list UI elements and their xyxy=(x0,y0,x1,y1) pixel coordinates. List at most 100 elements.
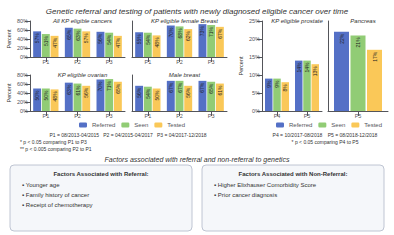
svg-text:71%: 71% xyxy=(208,27,214,38)
svg-text:63%: 63% xyxy=(66,84,72,95)
svg-text:63%: 63% xyxy=(75,30,81,41)
svg-text:80%: 80% xyxy=(17,18,28,24)
svg-text:20%: 20% xyxy=(17,99,28,105)
svg-text:60%: 60% xyxy=(17,27,28,33)
svg-text:65%: 65% xyxy=(208,83,214,94)
svg-text:Genetic referral and testing o: Genetic referral and testing of patients… xyxy=(46,7,349,16)
svg-text:55%: 55% xyxy=(136,34,142,45)
svg-text:Percent: Percent xyxy=(238,56,244,75)
svg-text:Male breast: Male breast xyxy=(169,72,201,78)
svg-text:P2: P2 xyxy=(176,59,183,65)
svg-text:20%: 20% xyxy=(249,36,260,42)
svg-text:Referred: Referred xyxy=(92,122,115,128)
svg-text:P1: P1 xyxy=(144,113,151,119)
svg-text:9%: 9% xyxy=(266,80,272,88)
svg-text:70%: 70% xyxy=(168,27,174,38)
svg-text:67%: 67% xyxy=(217,28,223,39)
svg-text:56%: 56% xyxy=(83,87,89,98)
svg-text:P4 = 10/2017-08/2018 P5 = 0: P4 = 10/2017-08/2018 P5 = 08/2018-12/201… xyxy=(273,132,378,138)
svg-text:14%: 14% xyxy=(296,62,302,73)
svg-text:P1: P1 xyxy=(42,113,49,119)
svg-text:P1: P1 xyxy=(42,59,49,65)
svg-text:71%: 71% xyxy=(106,81,112,92)
svg-text:21%: 21% xyxy=(355,37,361,48)
svg-text:P4: P4 xyxy=(274,113,281,119)
svg-text:▪ Younger age: ▪ Younger age xyxy=(22,182,60,188)
svg-text:P2: P2 xyxy=(74,113,81,119)
svg-text:0%: 0% xyxy=(20,54,28,60)
svg-text:P1: P1 xyxy=(144,59,151,65)
svg-text:Percent: Percent xyxy=(6,29,12,48)
svg-text:** p < 0.005 comparing P2 to P: ** p < 0.005 comparing P2 to P1 xyxy=(20,146,92,152)
svg-text:Referred: Referred xyxy=(289,122,312,128)
svg-text:25%: 25% xyxy=(249,18,260,24)
svg-text:Percent: Percent xyxy=(6,83,12,102)
svg-text:15%: 15% xyxy=(249,54,260,60)
svg-text:54%: 54% xyxy=(145,88,151,99)
svg-text:All KP eligible cancers: All KP eligible cancers xyxy=(52,18,112,24)
svg-text:Factors Associated with Referr: Factors Associated with Referral: xyxy=(53,171,148,177)
svg-text:P5: P5 xyxy=(355,113,362,119)
svg-text:56%: 56% xyxy=(136,87,142,98)
svg-text:47%: 47% xyxy=(52,37,58,48)
svg-text:57%: 57% xyxy=(83,33,89,44)
svg-text:▪ Receipt of chemotherapy: ▪ Receipt of chemotherapy xyxy=(22,202,93,208)
svg-text:61%: 61% xyxy=(75,85,81,96)
svg-text:P3: P3 xyxy=(208,113,215,119)
svg-text:KP eligible prostate: KP eligible prostate xyxy=(271,18,323,24)
svg-text:67%: 67% xyxy=(199,82,205,93)
svg-text:54%: 54% xyxy=(145,34,151,45)
svg-text:KP eligible female Breast: KP eligible female Breast xyxy=(151,18,218,24)
svg-text:80%: 80% xyxy=(17,72,28,78)
svg-text:P3: P3 xyxy=(106,113,113,119)
svg-text:48%: 48% xyxy=(154,37,160,48)
svg-text:50%: 50% xyxy=(34,90,40,101)
svg-text:0%: 0% xyxy=(252,108,260,114)
svg-text:51%: 51% xyxy=(43,36,49,47)
svg-text:P2: P2 xyxy=(74,59,81,65)
svg-text:73%: 73% xyxy=(199,26,205,37)
svg-text:65%: 65% xyxy=(115,83,121,94)
svg-text:P3: P3 xyxy=(208,59,215,65)
svg-text:65%: 65% xyxy=(66,29,72,40)
svg-text:P3: P3 xyxy=(106,59,113,65)
svg-text:9%: 9% xyxy=(274,80,280,88)
svg-text:* p < 0.05 comparing P1 to P3: * p < 0.05 comparing P1 to P3 xyxy=(20,139,87,145)
svg-text:5%: 5% xyxy=(252,90,260,96)
svg-text:56%: 56% xyxy=(185,87,191,98)
svg-text:▪ Family history of cancer: ▪ Family history of cancer xyxy=(22,192,89,198)
svg-text:Tested: Tested xyxy=(364,122,382,128)
svg-text:70%: 70% xyxy=(97,81,103,92)
svg-text:17%: 17% xyxy=(372,51,378,62)
svg-text:14%: 14% xyxy=(304,62,310,73)
svg-text:Seen: Seen xyxy=(331,122,345,128)
svg-text:20%: 20% xyxy=(17,45,28,51)
svg-text:61%: 61% xyxy=(217,85,223,96)
svg-text:10%: 10% xyxy=(249,72,260,78)
svg-text:Pancreas: Pancreas xyxy=(350,18,375,24)
svg-text:40%: 40% xyxy=(17,36,28,42)
svg-text:60%: 60% xyxy=(17,81,28,87)
svg-text:▪ Prior cancer diagnosis: ▪ Prior cancer diagnosis xyxy=(214,192,277,198)
svg-text:54%: 54% xyxy=(106,34,112,45)
svg-text:48%: 48% xyxy=(52,91,58,102)
svg-text:50%: 50% xyxy=(154,90,160,101)
svg-text:* p < 0.05 comparing P4 to P5: * p < 0.05 comparing P4 to P5 xyxy=(292,139,359,145)
svg-text:P1 = 08/2013-04/2015 P2 = 04: P1 = 08/2013-04/2015 P2 = 04/2015-04/201… xyxy=(49,132,206,138)
svg-text:P2: P2 xyxy=(176,113,183,119)
svg-text:Tested: Tested xyxy=(167,122,185,128)
svg-text:50%: 50% xyxy=(43,90,49,101)
svg-text:22%: 22% xyxy=(339,33,345,44)
svg-text:13%: 13% xyxy=(312,66,318,77)
svg-text:▪ Higher Elixhauser Comorbidit: ▪ Higher Elixhauser Comorbidity Score xyxy=(214,182,317,188)
svg-text:Seen: Seen xyxy=(134,122,148,128)
svg-text:40%: 40% xyxy=(17,90,28,96)
svg-text:68%: 68% xyxy=(177,28,183,39)
svg-text:Factors associated with referr: Factors associated with referral and non… xyxy=(105,156,290,164)
svg-text:56%: 56% xyxy=(97,33,103,44)
svg-text:Factors Associated with Non-Re: Factors Associated with Non-Referral: xyxy=(239,171,348,177)
svg-text:62%: 62% xyxy=(185,31,191,42)
svg-text:8%: 8% xyxy=(282,84,288,92)
svg-text:67%: 67% xyxy=(177,82,183,93)
svg-text:0%: 0% xyxy=(20,108,28,114)
